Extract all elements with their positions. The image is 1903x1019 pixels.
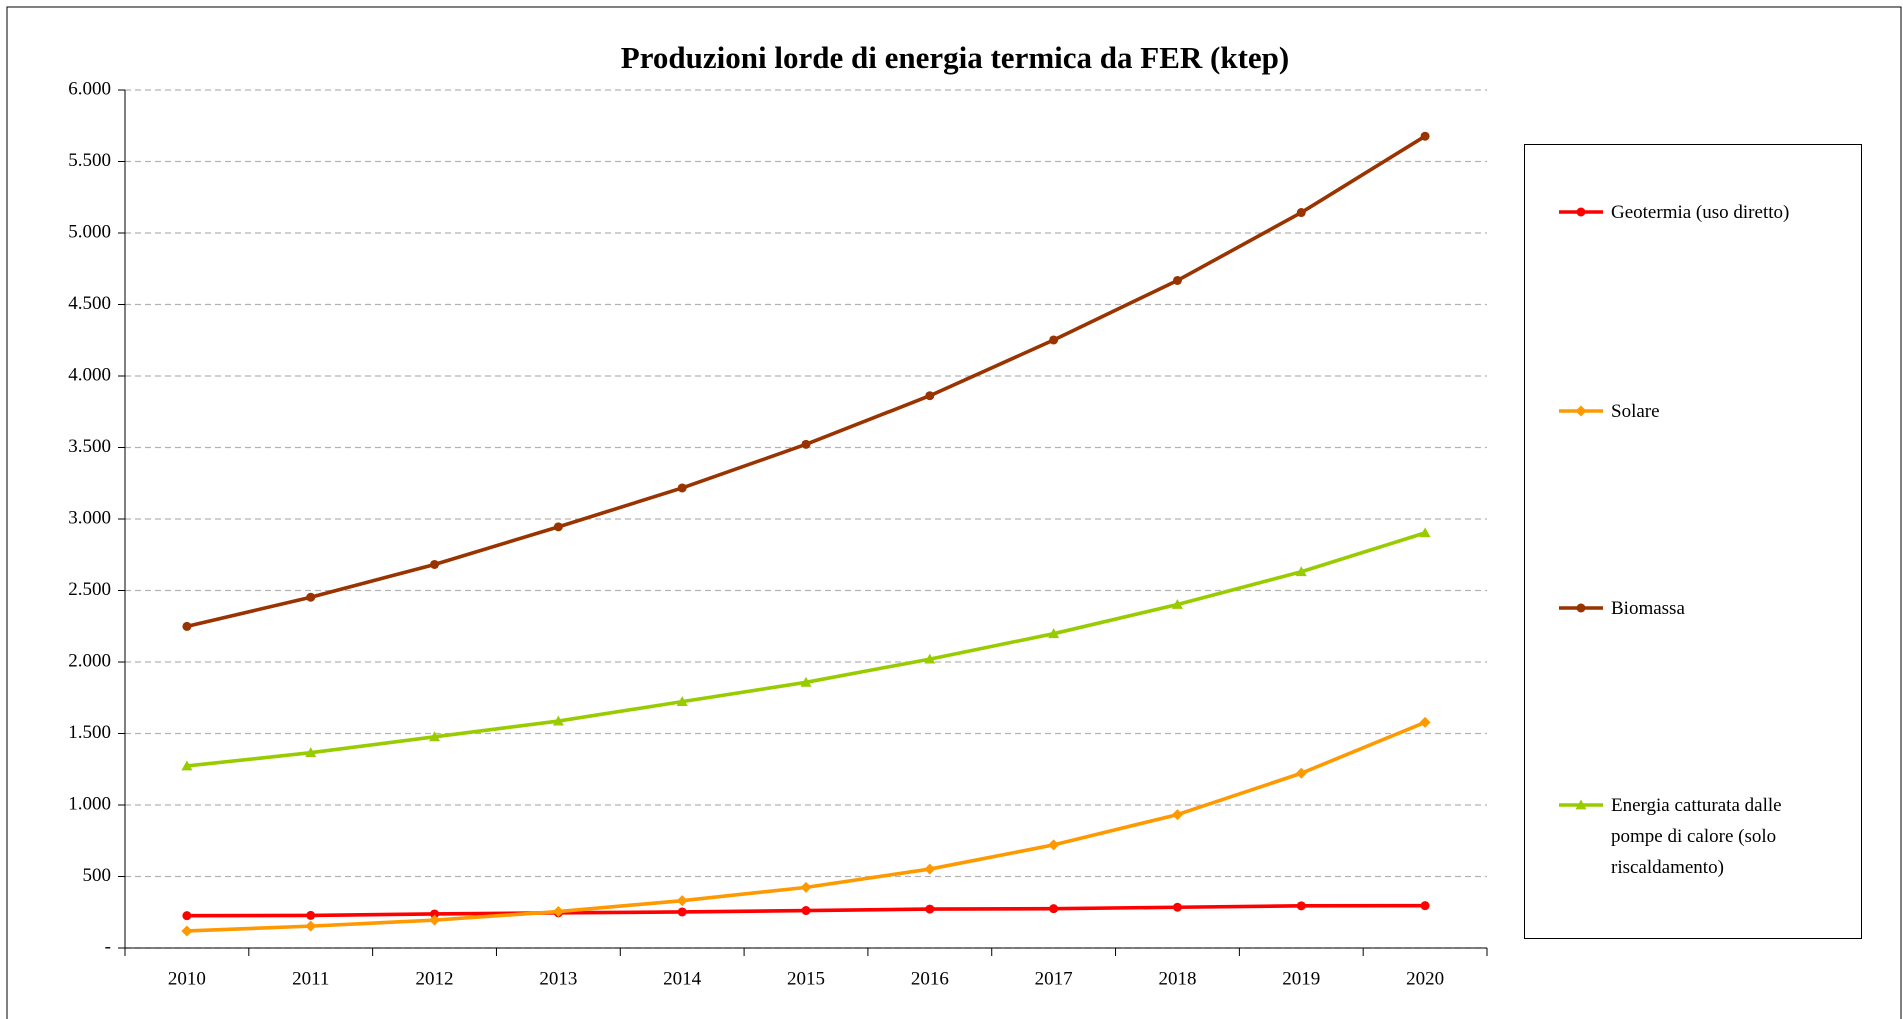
data-point (305, 920, 317, 932)
data-point (1172, 902, 1182, 912)
data-point (430, 559, 440, 569)
legend-swatch (1559, 405, 1603, 417)
x-tick-label: 2017 (1035, 968, 1073, 989)
legend-label: Geotermia (uso diretto) (1611, 202, 1790, 223)
data-point (1296, 901, 1306, 911)
y-tick-label: 5.000 (68, 221, 111, 242)
data-point (305, 747, 317, 758)
data-point (182, 621, 192, 631)
series (181, 527, 1431, 771)
data-point (924, 863, 936, 875)
data-point (800, 881, 812, 893)
legend-swatch (1559, 207, 1603, 217)
chart-border (6, 6, 1902, 1019)
legend-label: Solare (1611, 401, 1660, 422)
chart-title: Produzioni lorde di energia termica da F… (621, 40, 1289, 75)
data-point (676, 895, 688, 907)
legend-label: Energia catturata dalle pompe di calore … (1611, 795, 1782, 878)
data-point (430, 909, 440, 919)
data-point (924, 653, 936, 664)
legend-marker (1575, 799, 1587, 810)
x-tick-label: 2012 (416, 968, 454, 989)
x-tick-label: 2013 (539, 968, 577, 989)
x-tick-label: 2016 (911, 968, 949, 989)
y-tick-label: 4.000 (68, 364, 111, 385)
data-point (800, 676, 812, 687)
x-tick-label: 2014 (663, 968, 702, 989)
legend-marker (1575, 405, 1587, 417)
y-tick-label: 2.500 (68, 579, 111, 600)
data-point (182, 911, 192, 921)
y-tick-label: 1.000 (68, 793, 111, 814)
data-point (1295, 767, 1307, 779)
data-point (429, 914, 441, 926)
legend-swatch (1559, 799, 1603, 810)
x-tick-label: 2015 (787, 968, 825, 989)
data-point (1295, 566, 1307, 577)
data-point (1049, 335, 1059, 345)
y-tick-label: 1.500 (68, 722, 111, 743)
x-tick-label: 2010 (168, 968, 206, 989)
legend-marker (1576, 603, 1586, 613)
data-point (306, 592, 316, 602)
y-tick-label: 5.500 (68, 150, 111, 171)
data-point (676, 696, 688, 707)
data-point (181, 760, 193, 771)
data-point (1172, 275, 1182, 285)
y-tick-label: 2.000 (68, 650, 111, 671)
legend-item: Energia catturata dalle pompe di calore … (1559, 794, 1826, 883)
x-tick-label: 2019 (1282, 968, 1320, 989)
y-tick-label: 500 (83, 865, 112, 886)
legend-item: Geotermia (uso diretto) (1559, 201, 1826, 228)
legend-item: Solare (1559, 400, 1826, 427)
data-point (1171, 599, 1183, 609)
data-point (306, 910, 316, 920)
x-tick-label: 2018 (1158, 968, 1196, 989)
legend-swatch (1559, 603, 1603, 613)
series-line (186, 531, 1426, 768)
data-point (677, 483, 687, 493)
legend: Geotermia (uso diretto) Solare Biomassa Ene… (1524, 144, 1862, 939)
data-point (552, 906, 564, 918)
series (182, 901, 1430, 921)
data-point (1049, 904, 1059, 914)
data-point (181, 925, 193, 937)
legend-marker (1576, 207, 1586, 217)
y-tick-label: 4.500 (68, 293, 111, 314)
x-tick-label: 2011 (292, 968, 329, 989)
data-point (801, 906, 811, 916)
data-point (1171, 809, 1183, 821)
series-line (186, 720, 1426, 933)
y-tick-label: 3.000 (68, 507, 111, 528)
series (181, 716, 1431, 937)
data-point (1048, 839, 1060, 851)
data-point (1419, 527, 1431, 538)
data-point (925, 904, 935, 914)
x-tick-label: 2020 (1406, 968, 1444, 989)
data-point (1420, 901, 1430, 911)
legend-item: Biomassa (1559, 597, 1826, 624)
data-point (552, 715, 564, 726)
series (182, 131, 1430, 631)
data-point (925, 391, 935, 401)
y-tick-label: - (105, 936, 111, 957)
legend-label: Biomassa (1611, 598, 1685, 619)
data-point (1420, 131, 1430, 141)
data-point (1419, 716, 1431, 728)
y-tick-label: 3.500 (68, 436, 111, 457)
data-point (1048, 628, 1060, 639)
data-point (801, 439, 811, 449)
data-point (1296, 208, 1306, 218)
data-point (677, 907, 687, 917)
data-point (429, 731, 441, 742)
y-tick-label: 6.000 (68, 78, 111, 99)
data-point (553, 522, 563, 532)
series-line (186, 134, 1427, 629)
